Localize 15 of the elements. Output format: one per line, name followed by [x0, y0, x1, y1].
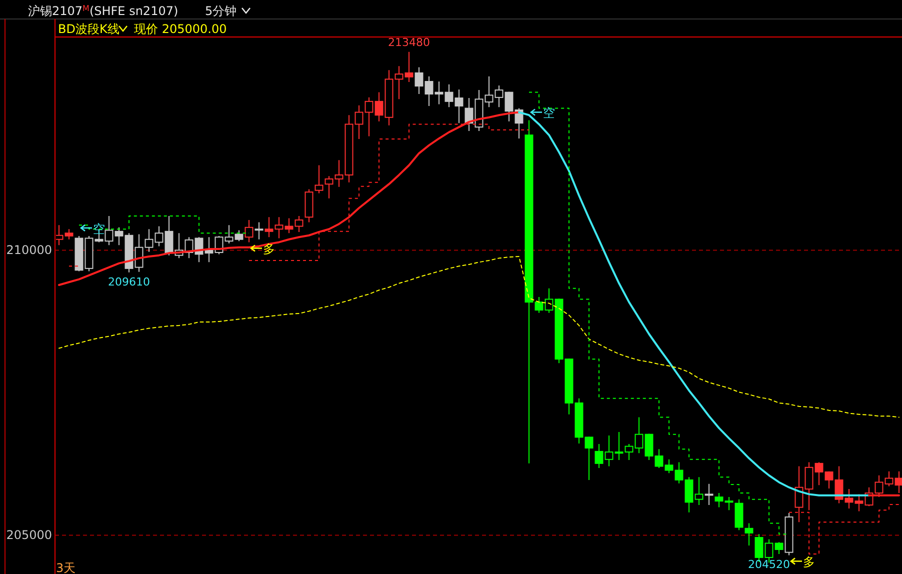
- annotation: 213480: [388, 36, 430, 49]
- line-series: [58, 256, 900, 418]
- annotation: 多: [803, 555, 815, 570]
- y-tick-label: 210000: [6, 243, 52, 258]
- text: BD波段K线: [58, 22, 120, 36]
- annotation: 209610: [108, 275, 150, 288]
- annotation: 3天: [56, 561, 76, 574]
- text: 现价 205000.00: [134, 22, 227, 36]
- annotation: 204520: [748, 558, 790, 571]
- chart-subtitle: 5分钟: [205, 4, 237, 18]
- annotation: 多: [263, 242, 275, 256]
- y-tick-label: 205000: [6, 528, 52, 542]
- annotation: 空: [543, 106, 555, 120]
- chart-title: 沪锡2107$^{M}$(SHFE sn2107): [28, 4, 178, 18]
- annotation: 空: [93, 222, 105, 236]
